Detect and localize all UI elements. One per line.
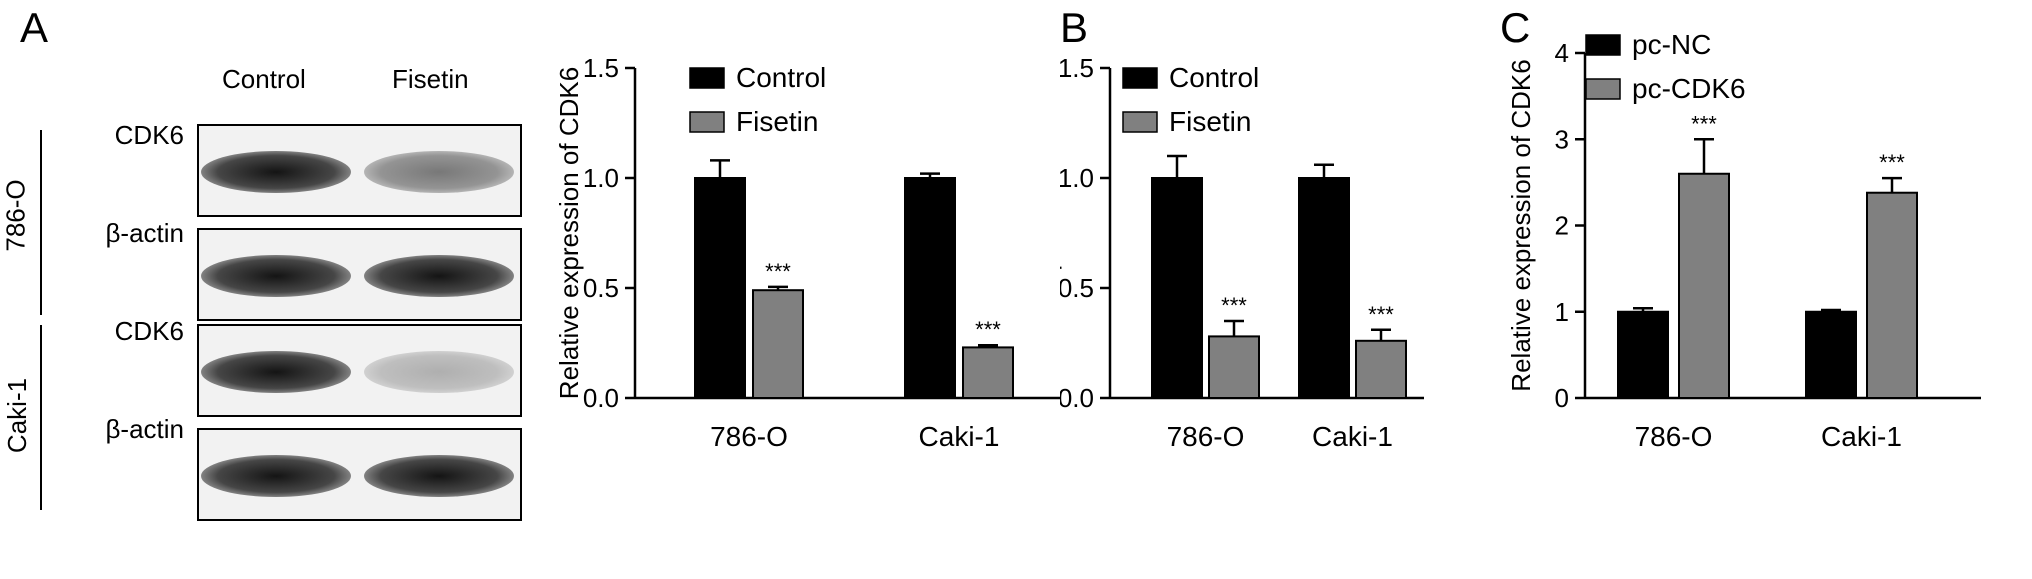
x-tick-label: 786-O [710,421,788,452]
blot-band [201,351,351,393]
bar-pc-nc [1805,310,1857,399]
legend-swatch [1585,78,1621,100]
x-tick-label: Caki-1 [919,421,1000,452]
blot-band [201,255,351,297]
bar-fisetin [1208,335,1260,399]
bar-fisetin [1355,339,1407,399]
significance-label: *** [1879,150,1905,175]
x-tick-label: Caki-1 [1312,421,1393,452]
bar-pc-nc [1617,310,1669,399]
y-tick-label: 0 [1555,383,1569,413]
significance-label: *** [1691,111,1717,136]
bar-pc-cdk6 [1866,191,1918,399]
bar-control [694,177,746,399]
legend-label: Fisetin [1169,106,1251,137]
blot-row-label: β-actin [105,414,184,444]
y-tick-label: 0.0 [583,383,619,413]
panel-letter-a: A [20,4,49,51]
blot-panel [197,324,522,417]
bar-fisetin [962,346,1014,399]
significance-label: *** [975,317,1001,342]
blot-band [201,151,351,193]
y-tick-label: 1.5 [1060,53,1094,83]
y-tick-label: 1.0 [1060,163,1094,193]
legend-swatch [1122,67,1158,89]
legend-label: pc-NC [1632,29,1711,60]
panel-letter-c: C [1500,4,1531,51]
y-tick-label: 2 [1555,211,1569,241]
y-tick-label: 0.0 [1060,383,1094,413]
significance-label: *** [1368,302,1394,327]
y-axis-label: Relative expression of CDK6 [554,67,584,399]
bar-control [904,177,956,399]
legend-label: pc-CDK6 [1632,73,1746,104]
legend-swatch [689,111,725,133]
blot-row-label: CDK6 [114,120,184,150]
blot-row-label: CDK6 [114,316,184,346]
blot-band [364,455,514,497]
blot-row-label: β-actin [105,218,184,248]
bar-control [1151,177,1203,399]
group-label-caki1: Caki-1 [2,377,33,454]
y-tick-label: 1 [1555,297,1569,327]
bar-control [1298,177,1350,399]
bar-fisetin [752,289,804,400]
x-tick-label: 786-O [1167,421,1245,452]
legend-swatch [1122,111,1158,133]
blot-panel [197,124,522,217]
y-axis-label: Relative expression of CDK6 [1060,67,1062,399]
significance-label: *** [1221,293,1247,318]
western-blot: Control Fisetin CDK6 β-actin CDK6 β-acti… [0,0,540,579]
group-bracket [40,130,42,315]
blot-panel [197,428,522,521]
blot-panel [197,228,522,321]
y-axis-label: Relative expression of CDK6 [1506,59,1536,391]
x-tick-label: Caki-1 [1821,421,1902,452]
legend-label: Fisetin [736,106,818,137]
bar-chart-c: 0 1 2 3 4 Relative expression of CDK6 786-O Cak… [1506,29,1981,452]
legend-label: Control [1169,62,1259,93]
bar-pc-cdk6 [1678,172,1730,399]
blot-band [364,255,514,297]
y-tick-label: 3 [1555,124,1569,154]
legend-label: Control [736,62,826,93]
legend-swatch [689,67,725,89]
y-tick-label: 0.5 [1060,273,1094,303]
lane-label-fisetin: Fisetin [392,64,469,94]
blot-band [201,455,351,497]
blot-band [364,151,514,193]
y-tick-label: 4 [1555,38,1569,68]
x-tick-label: 786-O [1635,421,1713,452]
blot-band [364,351,514,393]
group-label-786o: 786-O [0,179,31,252]
y-tick-label: 1.0 [583,163,619,193]
y-tick-label: 1.5 [583,53,619,83]
y-tick-label: 0.5 [583,273,619,303]
legend-swatch [1585,34,1621,56]
significance-label: *** [765,259,791,284]
group-bracket [40,325,42,510]
lane-label-control: Control [222,64,306,94]
panel-letter-b: B [1060,4,1089,51]
